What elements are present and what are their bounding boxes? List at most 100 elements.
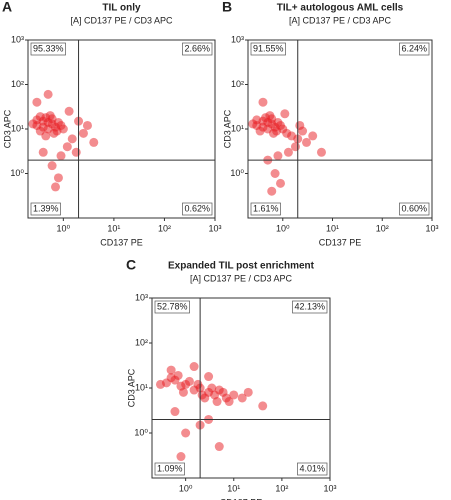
y-tick-label: 10³ xyxy=(231,34,244,44)
event-dot xyxy=(258,122,268,132)
event-dot xyxy=(166,365,176,375)
y-tick-label: 10¹ xyxy=(11,123,24,133)
event-dot xyxy=(283,147,293,157)
quadrant-label: 0.62% xyxy=(184,203,210,213)
event-dot xyxy=(267,186,277,196)
quadrant-label: 4.01% xyxy=(299,463,325,473)
chart-title: Expanded TIL post enrichment xyxy=(168,261,315,272)
chart-subtitle: [A] CD137 PE / CD3 APC xyxy=(190,273,293,283)
quadrant-box xyxy=(154,300,190,314)
quadrant-label: 91.55% xyxy=(253,43,284,53)
event-dot xyxy=(193,379,203,389)
event-dot xyxy=(267,114,277,124)
x-tick-label: 10¹ xyxy=(107,223,120,233)
x-tick-label: 10² xyxy=(158,223,171,233)
event-dot xyxy=(67,134,77,144)
event-dot xyxy=(252,115,262,125)
event-dot xyxy=(82,120,92,130)
event-dot xyxy=(89,137,99,147)
quadrant-label: 95.33% xyxy=(33,43,64,53)
x-tick-label: 10² xyxy=(376,223,389,233)
y-axis-label: CD3 APC xyxy=(2,109,12,148)
event-dot xyxy=(170,407,180,417)
y-tick-label: 10³ xyxy=(11,34,24,44)
event-dot xyxy=(308,131,318,141)
panel-label: A xyxy=(2,0,12,15)
event-dot xyxy=(229,390,239,400)
event-dot xyxy=(184,376,194,386)
event-dot xyxy=(224,397,234,407)
quadrant-box xyxy=(399,42,430,56)
event-dot xyxy=(173,370,183,380)
quadrant-box xyxy=(399,202,430,216)
quadrant-label: 42.13% xyxy=(294,301,325,311)
event-dot xyxy=(35,112,45,122)
event-dot xyxy=(258,97,268,107)
quadrant-label: 52.78% xyxy=(157,301,188,311)
chart-subtitle: [A] CD137 PE / CD3 APC xyxy=(289,15,392,25)
quadrant-box xyxy=(182,42,213,56)
panel-label: C xyxy=(126,257,136,273)
event-dot xyxy=(207,383,217,393)
chart-title: TIL only xyxy=(102,3,141,14)
x-tick-label: 10³ xyxy=(323,483,336,493)
y-tick-label: 10⁰ xyxy=(134,427,148,437)
event-dot xyxy=(212,397,222,407)
event-dot xyxy=(280,109,290,119)
event-dot xyxy=(53,173,63,183)
event-dot xyxy=(181,428,191,438)
y-tick-label: 10³ xyxy=(135,292,148,302)
x-tick-label: 10³ xyxy=(208,223,221,233)
y-axis-label: CD3 APC xyxy=(126,368,136,407)
y-tick-label: 10¹ xyxy=(135,382,148,392)
event-dot xyxy=(47,114,57,124)
event-dot xyxy=(166,373,176,383)
quadrant-label: 0.60% xyxy=(401,203,427,213)
panel: A TIL only[A] CD137 PE / CD3 APC 10⁰ 10¹ 10²… xyxy=(2,0,222,247)
event-dot xyxy=(204,372,214,382)
event-dot xyxy=(47,161,57,171)
x-tick-label: 10¹ xyxy=(227,483,240,493)
event-dot xyxy=(243,387,253,397)
event-dot xyxy=(214,442,224,452)
event-dot xyxy=(290,142,300,152)
quadrant-box xyxy=(297,462,328,476)
x-tick-label: 10² xyxy=(275,483,288,493)
event-dot xyxy=(38,122,48,132)
quadrant-box xyxy=(292,300,328,314)
event-dot xyxy=(78,128,88,138)
y-tick-label: 10² xyxy=(11,79,24,89)
event-dot xyxy=(155,379,165,389)
chart-title: TIL+ autologous AML cells xyxy=(277,3,404,14)
y-tick-label: 10² xyxy=(135,337,148,347)
event-dot xyxy=(273,151,283,161)
event-dot xyxy=(237,393,247,403)
event-dot xyxy=(176,452,186,462)
event-dot xyxy=(218,387,228,397)
event-dot xyxy=(64,106,74,116)
y-tick-label: 10² xyxy=(231,79,244,89)
quadrant-box xyxy=(30,42,66,56)
panel: B TIL+ autologous AML cells[A] CD137 PE /… xyxy=(222,0,439,247)
event-dot xyxy=(43,89,53,99)
x-axis-label: CD137 PE xyxy=(220,497,263,500)
event-dot xyxy=(295,120,305,130)
x-tick-label: 10⁰ xyxy=(179,483,193,493)
quadrant-label: 6.24% xyxy=(401,43,427,53)
event-dot xyxy=(302,137,312,147)
event-dot xyxy=(56,151,66,161)
event-dot xyxy=(178,387,188,397)
y-tick-label: 10⁰ xyxy=(230,168,244,178)
quadrant-label: 1.61% xyxy=(253,203,279,213)
quadrant-box xyxy=(182,202,213,216)
x-tick-label: 10⁰ xyxy=(276,223,290,233)
event-dot xyxy=(51,182,61,192)
panel: C Expanded TIL post enrichment[A] CD137 P… xyxy=(126,257,337,500)
panel-label: B xyxy=(222,0,232,15)
quadrant-box xyxy=(250,202,281,216)
event-dot xyxy=(270,169,280,178)
event-dot xyxy=(58,124,68,134)
quadrant-box xyxy=(250,42,286,56)
event-dot xyxy=(258,401,268,411)
